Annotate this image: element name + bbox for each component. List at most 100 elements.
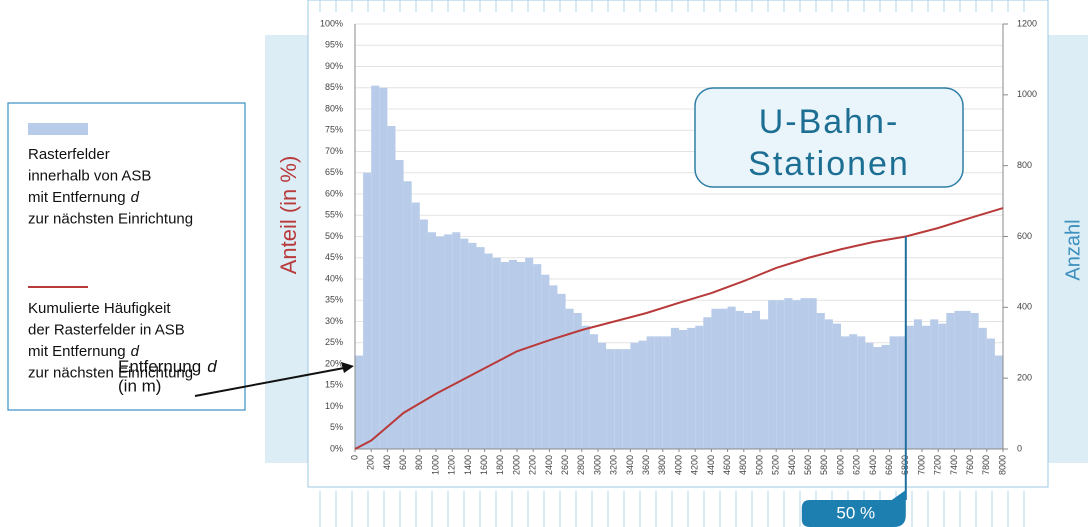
histogram-bar bbox=[492, 257, 501, 449]
histogram-bar bbox=[476, 247, 485, 449]
legend-text-var: d bbox=[131, 189, 140, 206]
y2-tick-label: 0 bbox=[1017, 443, 1022, 453]
y-tick-label: 5% bbox=[330, 422, 343, 432]
histogram-bar bbox=[363, 172, 372, 449]
histogram-bar bbox=[662, 336, 671, 449]
histogram-bar bbox=[436, 236, 445, 449]
histogram-bar bbox=[549, 285, 558, 449]
x-tick-label: 8000 bbox=[997, 455, 1007, 475]
histogram-bar bbox=[865, 342, 874, 449]
y-tick-label: 70% bbox=[325, 146, 343, 156]
x-tick-label: 5000 bbox=[754, 455, 764, 475]
histogram-bar bbox=[427, 232, 436, 449]
marker-label-box bbox=[801, 490, 906, 527]
histogram-bar bbox=[646, 336, 655, 449]
x-tick-label: 5800 bbox=[819, 455, 829, 475]
histogram-bar bbox=[970, 313, 979, 449]
histogram-bar bbox=[986, 338, 995, 449]
histogram-bar bbox=[468, 242, 477, 449]
y2-tick-label: 400 bbox=[1017, 302, 1032, 312]
histogram-bar bbox=[703, 317, 712, 449]
x-tick-label: 5600 bbox=[803, 455, 813, 475]
y-tick-label: 75% bbox=[325, 125, 343, 135]
histogram-bar bbox=[962, 310, 971, 449]
histogram-bar bbox=[760, 319, 769, 449]
y-tick-label: 15% bbox=[325, 380, 343, 390]
histogram-bar bbox=[403, 181, 412, 449]
y-axis-title: Anteil (in %) bbox=[276, 156, 301, 275]
histogram-bar bbox=[719, 308, 728, 449]
y2-tick-label: 1200 bbox=[1017, 18, 1037, 28]
histogram-bar bbox=[444, 234, 453, 449]
histogram-bar bbox=[533, 264, 542, 449]
y2-tick-label: 200 bbox=[1017, 373, 1032, 383]
histogram-bar bbox=[695, 325, 704, 449]
histogram-bar bbox=[800, 298, 809, 449]
histogram-bar bbox=[500, 262, 509, 449]
histogram-bar bbox=[573, 313, 582, 449]
x-tick-label: 6600 bbox=[884, 455, 894, 475]
histogram-bar bbox=[452, 232, 461, 449]
histogram-bar bbox=[727, 306, 736, 449]
histogram-bar bbox=[565, 308, 574, 449]
x-tick-label: 7400 bbox=[949, 455, 959, 475]
x-tick-label: 3600 bbox=[641, 455, 651, 475]
y-tick-label: 85% bbox=[325, 82, 343, 92]
histogram-bar bbox=[824, 319, 833, 449]
histogram-bar bbox=[670, 327, 679, 449]
x-tick-label: 1200 bbox=[447, 455, 457, 475]
histogram-bar bbox=[849, 334, 858, 449]
y-tick-label: 35% bbox=[325, 295, 343, 305]
annotation-box bbox=[694, 87, 964, 188]
x-tick-label: 1600 bbox=[479, 455, 489, 475]
histogram-bar bbox=[654, 336, 663, 449]
y-tick-label: 95% bbox=[325, 40, 343, 50]
x-tick-label: 4200 bbox=[690, 455, 700, 475]
x-tick-label: 7800 bbox=[981, 455, 991, 475]
y-tick-label: 90% bbox=[325, 61, 343, 71]
histogram-bar bbox=[711, 308, 720, 449]
x-tick-label: 2600 bbox=[560, 455, 570, 475]
legend-text-part: mit Entfernung bbox=[28, 189, 126, 206]
x-tick-label: 4800 bbox=[738, 455, 748, 475]
x-tick-label: 3000 bbox=[592, 455, 602, 475]
histogram-bar bbox=[841, 336, 850, 449]
x-tick-label: 7600 bbox=[965, 455, 975, 475]
x-tick-label: 7000 bbox=[916, 455, 926, 475]
histogram-bar bbox=[687, 327, 696, 449]
x-tick-label: 2800 bbox=[576, 455, 586, 475]
histogram-bar bbox=[614, 349, 623, 449]
x-tick-label: 1800 bbox=[495, 455, 505, 475]
x-tick-label: 2000 bbox=[511, 455, 521, 475]
x-tick-label: 5200 bbox=[771, 455, 781, 475]
x-tick-label: 1400 bbox=[463, 455, 473, 475]
histogram-bar bbox=[638, 340, 647, 449]
histogram-bar bbox=[922, 325, 931, 449]
x-tick-label: 800 bbox=[414, 455, 424, 470]
histogram-bar bbox=[541, 274, 550, 449]
x-tick-label: 6000 bbox=[835, 455, 845, 475]
histogram-bar bbox=[735, 310, 744, 449]
legend-text: innerhalb von ASB bbox=[28, 167, 151, 184]
marker-label: 50 % bbox=[836, 503, 875, 522]
x-tick-label: 200 bbox=[366, 455, 376, 470]
x-tick-label: 6400 bbox=[868, 455, 878, 475]
histogram-bar bbox=[371, 85, 380, 449]
legend-swatch-bar bbox=[28, 123, 88, 135]
legend-text: Rasterfelder bbox=[28, 146, 110, 163]
x-tick-label: 0 bbox=[349, 455, 359, 460]
x-axis-title-text: Entfernung bbox=[118, 357, 201, 376]
histogram-bar bbox=[889, 336, 898, 449]
histogram-bar bbox=[419, 219, 428, 449]
x-tick-label: 600 bbox=[398, 455, 408, 470]
y-tick-label: 65% bbox=[325, 167, 343, 177]
histogram-bar bbox=[589, 334, 598, 449]
histogram-bar bbox=[857, 336, 866, 449]
y-tick-label: 80% bbox=[325, 103, 343, 113]
x-tick-label: 4000 bbox=[673, 455, 683, 475]
histogram-bar bbox=[832, 323, 841, 449]
y2-axis-title: Anzahl bbox=[1062, 219, 1084, 280]
histogram-bar bbox=[387, 126, 396, 449]
histogram-bar bbox=[679, 330, 688, 449]
